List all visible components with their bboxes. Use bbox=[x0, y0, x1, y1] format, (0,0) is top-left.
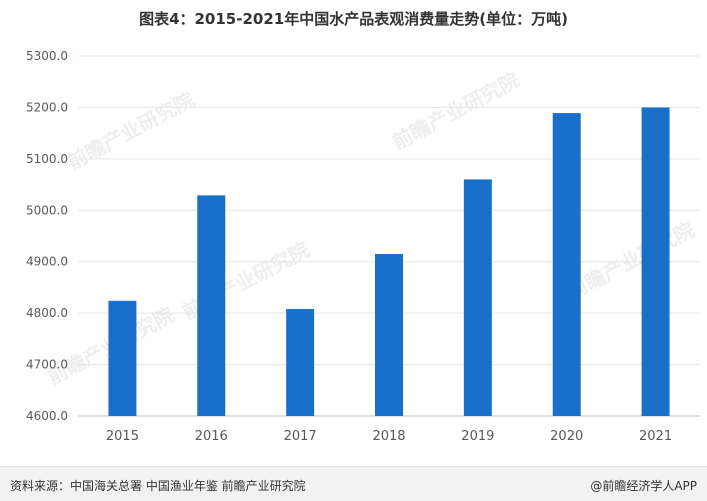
bar bbox=[286, 309, 315, 416]
x-tick-label: 2020 bbox=[550, 429, 583, 444]
chart-title: 图表4：2015-2021年中国水产品表观消费量走势(单位：万吨) bbox=[139, 10, 568, 28]
bar bbox=[108, 300, 137, 416]
bar bbox=[641, 107, 670, 416]
y-tick-label: 5200.0 bbox=[26, 100, 68, 114]
source-text: 资料来源：中国海关总署 中国渔业年鉴 前瞻产业研究院 bbox=[10, 479, 306, 493]
y-tick-label: 4600.0 bbox=[26, 409, 68, 423]
y-tick-label: 5300.0 bbox=[26, 49, 68, 63]
y-tick-label: 4800.0 bbox=[26, 306, 68, 320]
bar bbox=[463, 179, 492, 416]
x-tick-label: 2021 bbox=[639, 429, 672, 444]
bar bbox=[197, 195, 226, 416]
x-tick-label: 2018 bbox=[372, 429, 405, 444]
x-tick-label: 2015 bbox=[106, 429, 139, 444]
y-tick-label: 4700.0 bbox=[26, 358, 68, 372]
x-tick-label: 2016 bbox=[195, 429, 228, 444]
bar bbox=[375, 254, 403, 416]
y-tick-label: 5100.0 bbox=[26, 152, 68, 166]
brand-text: @前瞻经济学人APP bbox=[590, 479, 697, 493]
footer: 资料来源：中国海关总署 中国渔业年鉴 前瞻产业研究院 @前瞻经济学人APP bbox=[0, 466, 707, 501]
y-tick-label: 4900.0 bbox=[26, 255, 68, 269]
x-tick-label: 2019 bbox=[461, 429, 494, 444]
bar bbox=[552, 113, 581, 416]
y-tick-label: 5000.0 bbox=[26, 203, 68, 217]
bar-chart: 4600.0 4700.0 4800.0 4900.0 5000.0 5100.0 5200… bbox=[26, 49, 700, 444]
x-tick-label: 2017 bbox=[284, 429, 317, 444]
